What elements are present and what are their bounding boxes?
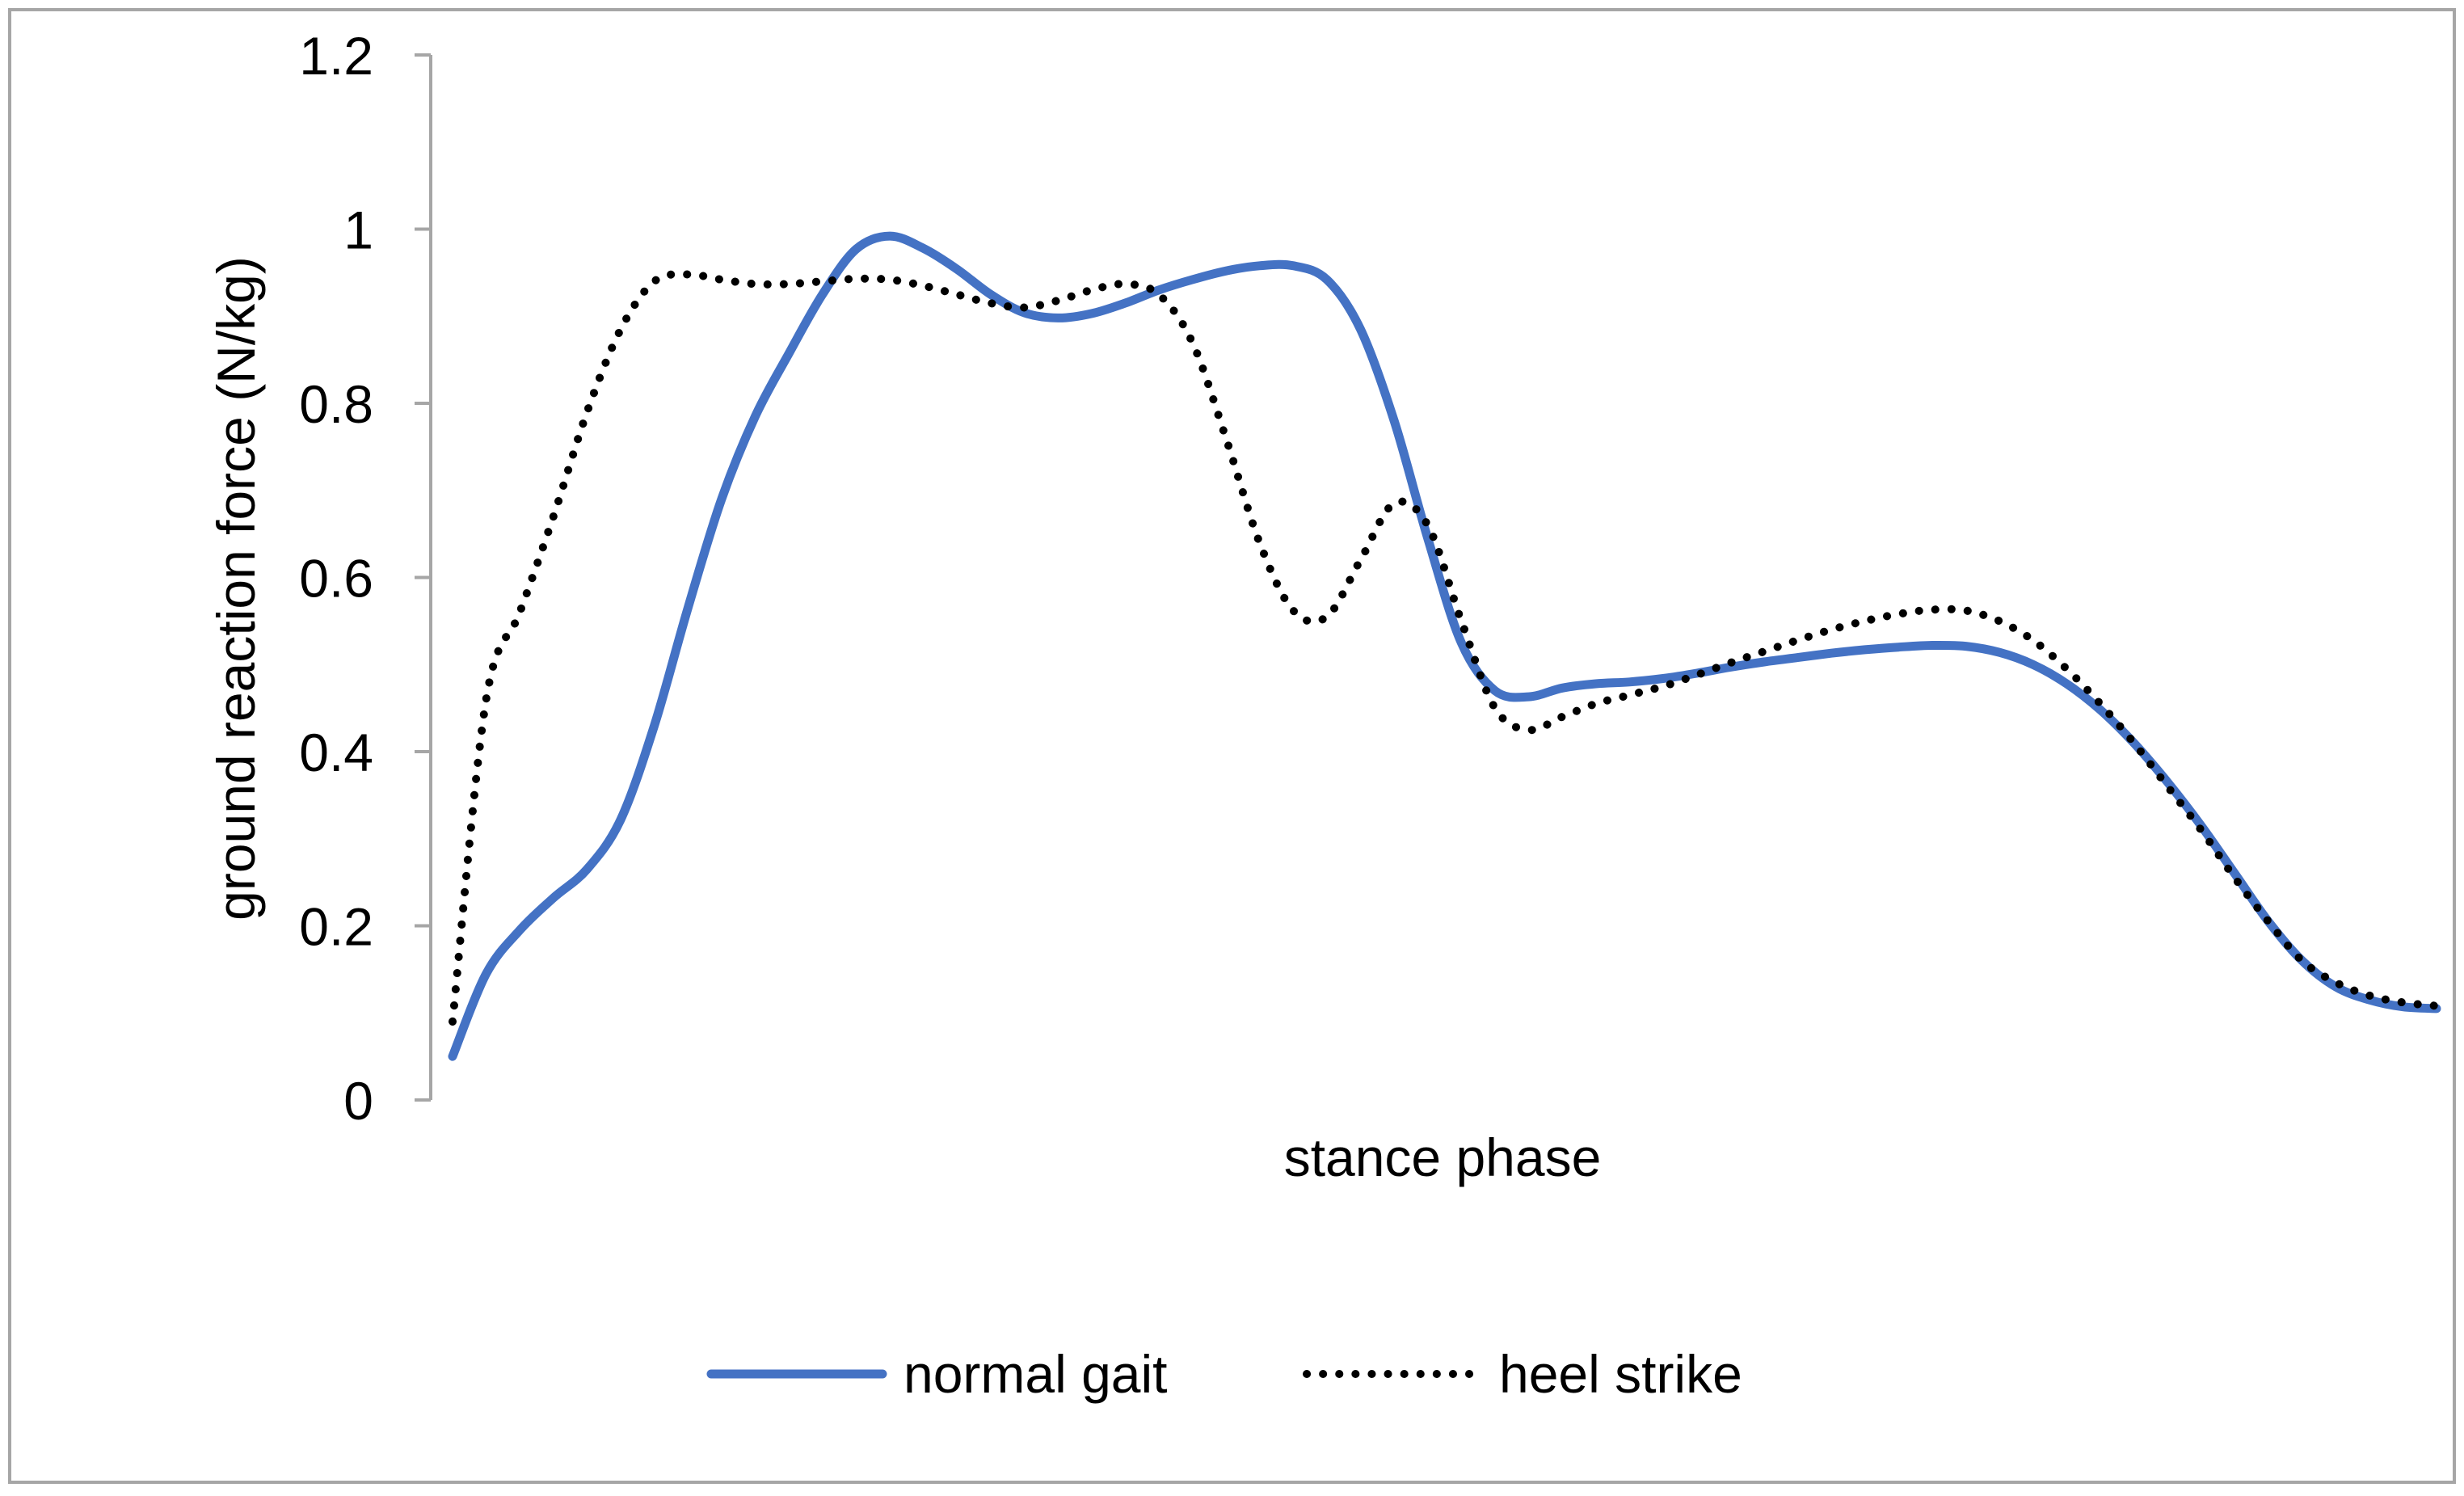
y-tick-label: 0.8 — [299, 374, 373, 434]
legend-label-heel-strike: heel strike — [1499, 1344, 1742, 1404]
series-layer — [448, 231, 2441, 1061]
y-tick-label: 0.2 — [299, 897, 373, 957]
y-tick-label: 0.4 — [299, 723, 373, 782]
y-axis-label: ground reaction force (N/kg) — [206, 256, 266, 921]
x-axis-label: stance phase — [1284, 1127, 1602, 1187]
y-tick-label: 1.2 — [299, 26, 373, 86]
series-line-heel-strike — [449, 270, 2441, 1026]
chart-frame — [8, 8, 2456, 1484]
legend: normal gait heel strike — [706, 1344, 1742, 1404]
axis-layer: 0 0.2 0.4 0.6 0.8 1 1.2 — [299, 26, 432, 1131]
series-line-normal-gait — [448, 231, 2441, 1061]
legend-label-normal-gait: normal gait — [903, 1344, 1168, 1404]
y-tick-label: 0 — [343, 1071, 373, 1131]
y-tick-label: 0.6 — [299, 549, 373, 609]
y-tick-label: 1 — [343, 200, 373, 260]
